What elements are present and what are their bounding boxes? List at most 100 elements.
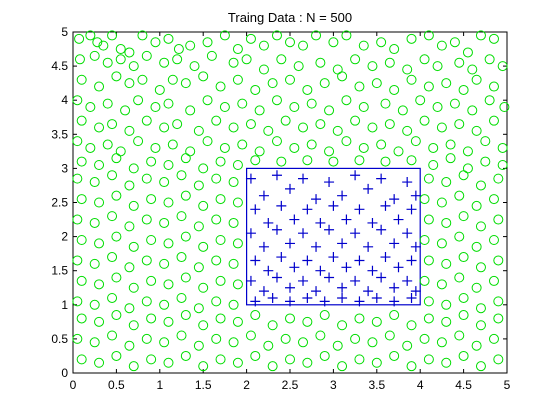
circle-point [124,221,135,232]
plus-point [410,241,421,252]
circle-point [111,350,122,361]
circle-point [350,333,361,344]
circle-point [358,142,369,153]
plus-point [328,200,339,211]
circle-point [173,44,184,55]
circle-point [76,313,87,324]
circle-point [354,313,365,324]
circle-point [163,357,174,368]
x-tick-label: 5 [504,378,511,392]
circle-point [72,173,83,184]
circle-point [324,105,335,116]
circle-point [180,153,191,164]
circle-point [141,255,152,266]
circle-point [154,84,165,95]
circle-point [436,337,447,348]
circle-point [115,44,126,55]
circle-point [159,177,170,188]
plus-point [289,214,300,225]
circle-point [228,258,239,269]
circle-point [285,74,295,85]
circle-point [423,30,434,41]
circle-point [285,37,295,48]
circle-point [354,155,365,166]
plus-point [289,262,300,273]
circle-point [94,81,105,92]
circle-point [76,235,87,246]
plus-point [302,204,313,215]
circle-point [458,84,469,95]
axes: 0 0.5 1 1.5 2 2.5 3 3.5 4 4.5 5 0 0.5 1 1.5 2 2.5 3 3.5 4 4.… [51,25,510,392]
circle-point [454,231,465,242]
plus-point [393,214,404,225]
circle-point [124,303,135,314]
circle-point [376,139,387,150]
plus-point [341,262,352,273]
circle-point [458,211,469,222]
circle-point [94,122,105,133]
circle-point [219,30,230,41]
circle-point [423,354,434,365]
y-tick-label: 2.5 [51,196,68,210]
circle-point [432,102,443,113]
plus-point [337,292,348,303]
y-tick-label: 2 [61,230,68,244]
circle-point [389,350,400,361]
plus-point [298,173,309,184]
circle-point [124,180,135,191]
circle-point [185,40,196,51]
circle-point [228,177,239,188]
circle-point [89,337,100,348]
circle-point [436,40,447,51]
circle-point [111,71,122,82]
circle-point [128,241,139,252]
plus-point [258,241,269,252]
circle-point [111,231,122,242]
circle-point [72,95,83,106]
circle-point [458,310,469,321]
circle-point [488,33,499,44]
circle-point [315,57,326,68]
circle-point [128,61,139,72]
circle-point [397,105,408,116]
circle-point [120,105,131,116]
plus-point [389,282,400,293]
circle-point [332,64,343,75]
circle-point [211,115,222,126]
circle-point [159,57,170,68]
circle-point [85,30,96,41]
x-tick-label: 1 [156,378,163,392]
circle-point [176,170,187,181]
circle-point [267,78,278,89]
circle-point [76,194,87,205]
circle-point [89,299,100,310]
circle-point [146,156,157,167]
circle-point [337,71,348,82]
circle-point [198,361,209,372]
circle-point [406,155,417,166]
circle-point [107,252,118,263]
plus-point [285,282,295,293]
circle-point [254,105,265,116]
circle-point [358,40,369,51]
circle-point [176,211,187,222]
y-tick-label: 4.5 [51,59,68,73]
circle-point [167,139,178,150]
circle-point [198,320,209,331]
circle-point [497,159,508,170]
circle-point [219,102,230,113]
plus-point [311,241,322,252]
circle-point [211,333,222,344]
circle-point [254,146,265,157]
circle-point [328,37,339,48]
circle-point [302,155,313,166]
circle-point [497,61,508,72]
circle-point [423,214,434,225]
circle-point [428,159,439,170]
circle-point [471,241,482,252]
plus-point [258,190,269,201]
circle-point [228,57,239,68]
plus-point [250,255,261,266]
circle-point [441,177,452,188]
plus-point [354,255,365,266]
